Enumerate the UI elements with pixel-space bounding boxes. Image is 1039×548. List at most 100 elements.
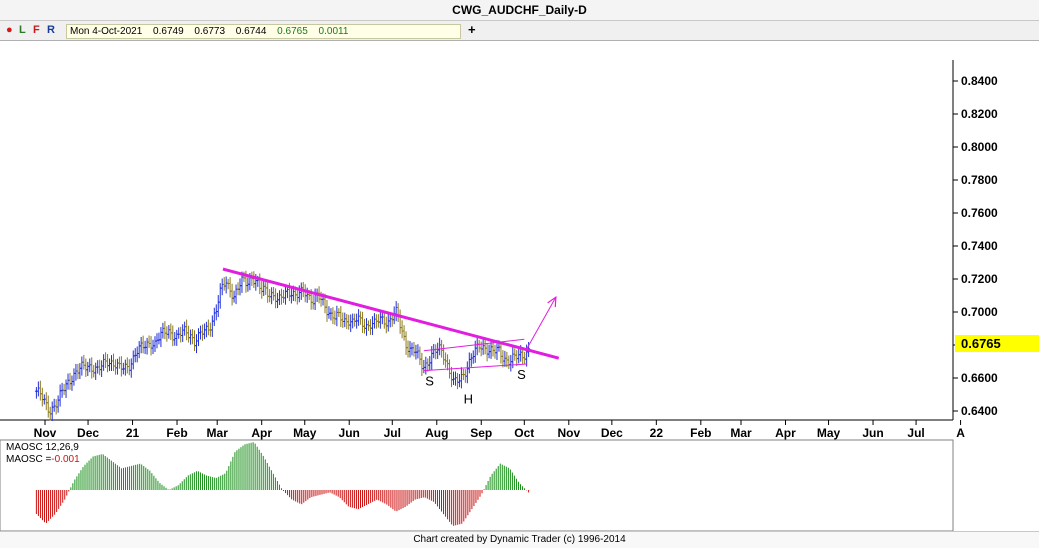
quote-high: 0.6773: [194, 26, 226, 37]
oscillator-value: -0.001: [51, 454, 80, 465]
price-bar: [38, 380, 42, 401]
price-bar: [394, 301, 398, 322]
price-bar: [187, 325, 191, 343]
price-bar: [481, 338, 485, 355]
price-bar: [515, 350, 519, 367]
price-bar: [147, 335, 151, 348]
time-tick-label: Feb: [166, 426, 187, 440]
price-bar: [100, 360, 104, 378]
chart-title: CWG_AUDCHF_Daily-D: [0, 0, 1039, 21]
price-bar: [424, 356, 428, 375]
price-bar: [88, 358, 92, 373]
time-tick-label: May: [817, 426, 841, 440]
price-bar: [228, 277, 232, 298]
price-bar: [370, 316, 374, 336]
time-tick-label: Apr: [251, 426, 272, 440]
price-bar: [372, 313, 376, 329]
line-button[interactable]: L: [19, 24, 26, 36]
price-bar: [270, 287, 274, 305]
price-bar: [398, 309, 402, 334]
price-bar: [141, 335, 145, 354]
time-tick-label: Nov: [34, 426, 57, 440]
price-bar: [353, 313, 357, 327]
arrow-head-icon: [547, 295, 557, 308]
price-bar: [349, 314, 353, 333]
trendlines: [222, 267, 560, 372]
price-tick-label: 0.6600: [961, 371, 998, 385]
price-bar: [331, 307, 335, 325]
price-bar: [111, 353, 115, 372]
time-tick-label: Nov: [557, 426, 580, 440]
price-bar: [386, 314, 390, 332]
price-bar: [503, 350, 507, 367]
time-tick-label: Aug: [425, 426, 448, 440]
price-bar: [384, 316, 388, 334]
price-bar: [412, 342, 416, 357]
f-button[interactable]: F: [33, 24, 40, 36]
price-bar: [169, 323, 173, 341]
price-tick-label: 0.7600: [961, 206, 998, 220]
quote-low: 0.6744: [235, 26, 267, 37]
price-bar: [382, 311, 386, 329]
time-tick-label: A: [956, 426, 965, 440]
price-bar: [36, 381, 40, 397]
price-bar: [210, 315, 214, 337]
price-bar: [513, 348, 517, 361]
price-bar: [56, 395, 60, 413]
time-tick-label: 22: [650, 426, 664, 440]
price-bar: [451, 371, 455, 385]
time-tick-label: Feb: [690, 426, 711, 440]
price-bar: [86, 361, 90, 377]
time-tick-label: Oct: [514, 426, 534, 440]
price-bar: [523, 351, 527, 365]
price-bar: [46, 395, 50, 418]
price-tick-label: 0.8000: [961, 140, 998, 154]
price-bar: [361, 311, 365, 334]
price-bar: [66, 373, 70, 390]
price-bar: [139, 336, 143, 354]
price-bar: [185, 319, 189, 341]
price-bar: [212, 307, 216, 326]
price-bar: [157, 332, 161, 345]
price-bar: [465, 361, 469, 384]
price-bar: [224, 276, 228, 294]
chart-canvas[interactable]: SHS 0.64000.66000.68000.70000.72000.7400…: [0, 40, 1039, 531]
price-bar: [52, 398, 56, 412]
price-bar: [363, 318, 367, 334]
time-tick-label: Jun: [339, 426, 360, 440]
price-bar: [396, 303, 400, 323]
trendline[interactable]: [525, 296, 557, 352]
price-bar: [125, 357, 129, 374]
price-bar: [402, 325, 406, 341]
footer-credit: Chart created by Dynamic Trader (c) 1996…: [0, 531, 1039, 548]
price-bar: [493, 344, 497, 359]
price-bar: [422, 359, 426, 374]
price-bar: [252, 271, 256, 288]
time-tick-label: Sep: [470, 426, 492, 440]
price-bar: [135, 346, 139, 363]
pattern-labels: S H S: [425, 367, 526, 407]
quote-close: 0.6765: [277, 26, 308, 37]
last-price-tag: [955, 335, 1039, 352]
price-bar: [446, 354, 450, 371]
trendline[interactable]: [423, 363, 528, 372]
price-bar: [459, 367, 463, 389]
r-button[interactable]: R: [47, 24, 55, 36]
price-bar: [410, 342, 414, 356]
trendline[interactable]: [423, 338, 525, 352]
price-bar: [44, 392, 48, 411]
quote-open: 0.6749: [153, 26, 184, 37]
price-bar: [507, 355, 511, 370]
oscillator-panel: [0, 439, 954, 531]
trendline[interactable]: [222, 267, 560, 360]
time-tick-label: 21: [126, 426, 140, 440]
price-bar: [485, 343, 489, 362]
quote-date: Mon 4-Oct-2021: [70, 26, 143, 37]
price-bar: [127, 359, 131, 376]
price-bar: [175, 329, 179, 346]
time-tick-label: Apr: [775, 426, 796, 440]
price-bar: [258, 273, 262, 295]
price-bar: [260, 281, 264, 299]
add-symbol-button[interactable]: +: [468, 22, 476, 37]
price-bar: [420, 352, 424, 376]
